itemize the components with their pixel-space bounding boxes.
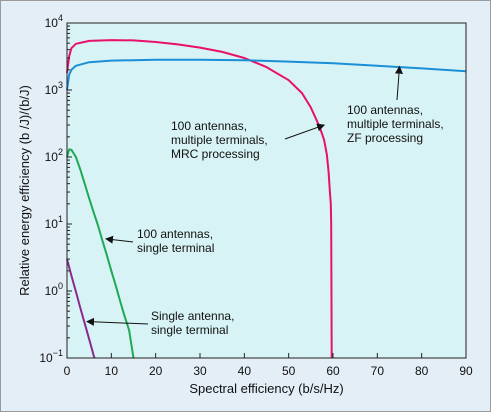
y-tick-label-2: 101 [45, 214, 63, 231]
x-tick-label-7: 70 [371, 364, 385, 378]
annotation-4-line-1: Single antenna, [151, 309, 234, 323]
annotation-1-line-1: 100 antennas, [171, 119, 247, 133]
annotation-2-line-2: multiple terminals, [347, 117, 444, 131]
annotation-2-line-1: 100 antennas, [347, 103, 423, 117]
annotation-3-line-1: 100 antennas, [137, 227, 213, 241]
x-tick-label-8: 80 [415, 364, 429, 378]
y-tick-label-5: 104 [45, 13, 63, 30]
x-tick-label-2: 20 [149, 364, 163, 378]
y-tick-label-0: 10−1 [39, 348, 63, 365]
y-tick-label-3: 102 [45, 147, 63, 164]
annotation-2-line-3: ZF processing [347, 131, 423, 145]
series-line-3 [66, 148, 135, 359]
x-tick-label-0: 0 [64, 364, 71, 378]
x-tick-label-4: 40 [238, 364, 252, 378]
plot-area [67, 23, 466, 358]
annotation-1-line-2: multiple terminals, [171, 133, 268, 147]
annotation-arrow-3 [105, 235, 134, 244]
x-tick-label-1: 10 [105, 364, 119, 378]
annotation-arrow-1 [284, 123, 326, 140]
y-tick-label-1: 100 [45, 281, 63, 298]
x-tick-label-5: 50 [282, 364, 296, 378]
y-tick-label-4: 103 [45, 80, 63, 97]
x-tick-label-3: 30 [193, 364, 207, 378]
series-line-4 [66, 258, 96, 359]
plot-border [66, 22, 467, 359]
y-axis-label: Relative energy efficiency (b /J)/(b/J) [17, 85, 32, 296]
x-tick-label-9: 90 [459, 364, 473, 378]
x-axis-label: Spectral efficiency (b/s/Hz) [189, 381, 343, 396]
annotation-1-line-3: MRC processing [171, 147, 260, 161]
annotation-arrow-4 [85, 317, 149, 326]
annotation-4-line-2: single terminal [151, 323, 228, 337]
annotation-arrow-2 [394, 65, 403, 101]
annotation-3-line-2: single terminal [137, 241, 214, 255]
series-line-2 [66, 58, 467, 91]
series-line-1 [66, 39, 333, 359]
x-tick-label-6: 60 [326, 364, 340, 378]
